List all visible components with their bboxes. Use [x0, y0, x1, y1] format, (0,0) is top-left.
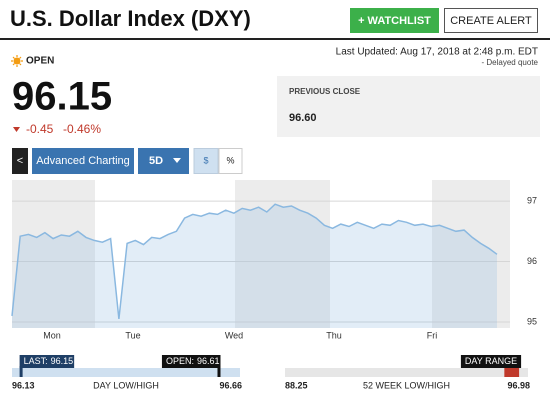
day-range-marker [504, 366, 520, 377]
x-tick-label: Wed [225, 330, 243, 340]
period-button[interactable] [138, 148, 189, 174]
y-tick-label: 97 [527, 196, 537, 206]
range-high: 96.66 [219, 380, 242, 390]
change: -0.45 [26, 122, 54, 136]
day-range-tag-box [460, 355, 522, 368]
dollar-label[interactable]: $ [203, 155, 208, 165]
open-tag-caption: OPEN: [166, 356, 194, 366]
day-range-tag-caption: DAY RANGE [465, 356, 517, 366]
range-label: 52 WEEK LOW/HIGH [363, 380, 450, 390]
alert-button[interactable] [444, 8, 538, 33]
x-tick-label: Thu [326, 330, 342, 340]
back-label[interactable]: < [17, 155, 23, 167]
delayed-note: - Delayed quote [482, 58, 539, 67]
last-tag-value: 96.15 [51, 356, 74, 366]
last-updated: Last Updated: Aug 17, 2018 at 2:48 p.m. … [336, 47, 538, 58]
advanced-label[interactable]: Advanced Charting [36, 155, 130, 167]
x-tick-label: Tue [125, 330, 140, 340]
dropdown-caret [173, 158, 181, 163]
period-label[interactable]: 5D [149, 155, 163, 167]
range-bar [12, 368, 240, 377]
market-status: OPEN [26, 56, 54, 67]
last-tag: LAST: 96.15 [19, 355, 75, 368]
title: U.S. Dollar Index (DXY) [10, 6, 251, 31]
previous-close-value: 96.60 [289, 112, 317, 124]
down-arrow [13, 127, 20, 132]
price: 96.15 [12, 75, 112, 119]
watchlist-label[interactable]: + WATCHLIST [358, 15, 431, 27]
open-tag-value: 96.61 [197, 356, 220, 366]
day-band [235, 180, 330, 328]
chart: 95 96 97 Mon Tue Wed Thu Fri [11, 180, 537, 340]
y-tick-label: 95 [527, 316, 537, 326]
day-range-tag-text: DAY RANGE [465, 356, 517, 366]
percent-label[interactable]: % [226, 155, 234, 165]
previous-close-label: PREVIOUS CLOSE [289, 87, 361, 96]
change-percent: -0.46% [63, 122, 101, 136]
line [11, 203, 498, 319]
header-rule [0, 38, 550, 40]
last-marker [19, 366, 23, 377]
range-low: 88.25 [285, 380, 308, 390]
range-high: 96.98 [507, 380, 530, 390]
percent-button[interactable] [218, 148, 243, 174]
day-band [12, 180, 95, 328]
open-marker [217, 366, 221, 377]
last-tag-caption: LAST: [24, 356, 48, 366]
open-tag-text: OPEN: 96.61 [166, 356, 220, 366]
range-bar [285, 368, 528, 377]
sun-icon [11, 55, 23, 67]
range-low: 96.13 [12, 380, 35, 390]
alert-label[interactable]: CREATE ALERT [450, 15, 532, 27]
advanced-button[interactable] [32, 148, 134, 174]
y-tick-label: 96 [527, 256, 537, 266]
back-button[interactable] [12, 148, 28, 174]
dollar-button[interactable] [193, 148, 219, 174]
watchlist-button[interactable] [350, 8, 439, 33]
range-label: DAY LOW/HIGH [93, 380, 159, 390]
last-tag-text: LAST: 96.15 [24, 356, 74, 366]
open-tag-box [161, 355, 221, 368]
day-band [140, 180, 235, 328]
area [12, 204, 497, 328]
x-tick-label: Mon [43, 330, 61, 340]
previous-close-box [277, 76, 540, 137]
day-band [330, 180, 432, 328]
day-range-tag: DAY RANGE [460, 355, 522, 368]
last-tag-box [19, 355, 75, 368]
x-tick-label: Fri [427, 330, 438, 340]
open-tag: OPEN: 96.61 [161, 355, 221, 368]
